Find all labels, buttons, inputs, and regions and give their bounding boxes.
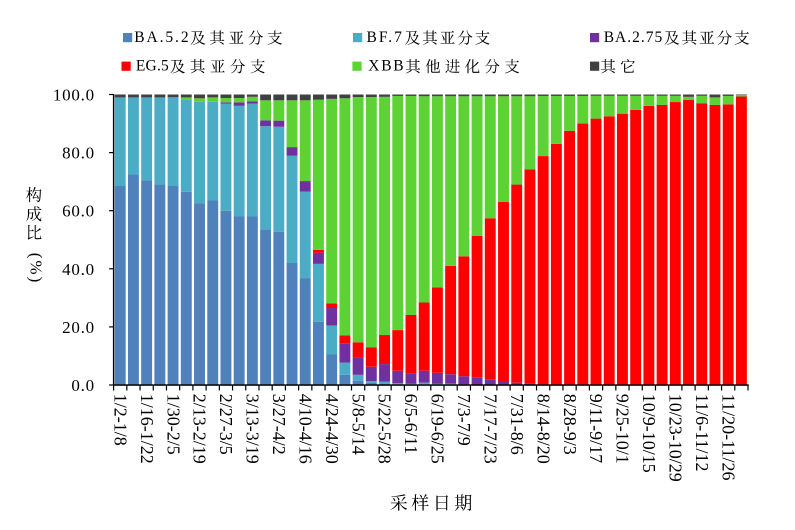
- svg-text:3/13-3/19: 3/13-3/19: [243, 394, 263, 464]
- svg-text:60.0: 60.0: [62, 202, 95, 221]
- svg-text:7/3-7/9: 7/3-7/9: [454, 394, 474, 446]
- svg-text:6/5-6/11: 6/5-6/11: [401, 394, 421, 454]
- svg-text:EG.5: EG.5: [136, 58, 169, 75]
- svg-text:9/11-9/17: 9/11-9/17: [586, 394, 606, 463]
- svg-text:BF.7: BF.7: [367, 29, 404, 46]
- svg-text:3/27-4/2: 3/27-4/2: [269, 394, 289, 455]
- svg-text:100.0: 100.0: [53, 86, 95, 105]
- svg-text:9/25-10/1: 9/25-10/1: [613, 394, 633, 464]
- svg-text:8/14-8/20: 8/14-8/20: [533, 394, 553, 464]
- svg-text:80.0: 80.0: [62, 144, 95, 163]
- svg-text:20.0: 20.0: [62, 318, 95, 337]
- svg-text:5/22-5/28: 5/22-5/28: [375, 394, 395, 464]
- svg-text:4/24-4/30: 4/24-4/30: [322, 394, 342, 464]
- svg-text:BA.5.2: BA.5.2: [134, 29, 190, 46]
- svg-text:10/23-10/29: 10/23-10/29: [666, 394, 686, 482]
- svg-text:4/10-4/16: 4/10-4/16: [295, 394, 315, 464]
- svg-text:11/6-11/12: 11/6-11/12: [692, 394, 712, 472]
- svg-text:1/16-1/22: 1/16-1/22: [137, 394, 157, 464]
- svg-text:8/28-9/3: 8/28-9/3: [560, 394, 580, 455]
- svg-text:10/9-10/15: 10/9-10/15: [639, 394, 659, 473]
- svg-text:6/19-6/25: 6/19-6/25: [428, 394, 448, 464]
- svg-text:7/31-8/6: 7/31-8/6: [507, 394, 527, 455]
- svg-text:0.0: 0.0: [71, 376, 95, 395]
- svg-text:11/20-11/26: 11/20-11/26: [718, 394, 738, 481]
- svg-text:1/30-2/5: 1/30-2/5: [163, 394, 183, 455]
- svg-text:XBB: XBB: [368, 58, 405, 75]
- svg-text:(%): (%): [26, 253, 45, 284]
- svg-text:1/2-1/8: 1/2-1/8: [110, 394, 130, 446]
- svg-text:BA.2.75: BA.2.75: [604, 29, 664, 46]
- svg-text:40.0: 40.0: [62, 260, 95, 279]
- svg-text:2/27-3/5: 2/27-3/5: [216, 394, 236, 455]
- svg-text:5/8-5/14: 5/8-5/14: [348, 394, 368, 455]
- svg-text:7/17-7/23: 7/17-7/23: [480, 394, 500, 464]
- svg-text:2/13-2/19: 2/13-2/19: [190, 394, 210, 464]
